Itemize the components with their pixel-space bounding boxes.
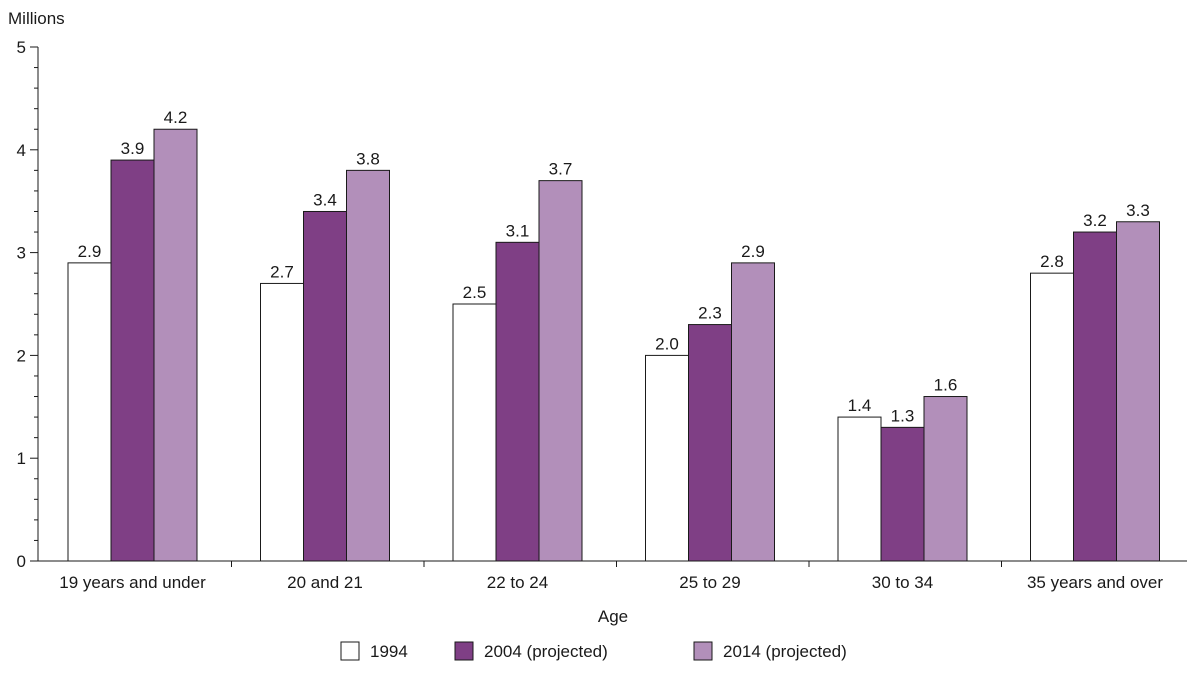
data-label: 3.8 xyxy=(356,149,380,168)
x-axis-title: Age xyxy=(598,607,628,626)
data-label: 2.7 xyxy=(270,262,294,281)
bars-group xyxy=(67,128,1160,562)
data-label: 1.4 xyxy=(848,396,872,415)
data-label: 3.1 xyxy=(506,221,530,240)
data-label: 2.9 xyxy=(741,242,765,261)
bar-2004-projected xyxy=(110,159,155,562)
legend-item: 2004 (projected) xyxy=(454,641,608,661)
bar-2004-projected xyxy=(495,241,540,562)
bar-2014-projected xyxy=(923,396,968,562)
category-label: 19 years and under xyxy=(59,573,206,592)
data-label: 2.5 xyxy=(463,283,487,302)
legend-swatch xyxy=(340,641,360,661)
x-axis xyxy=(30,560,1187,567)
bar-1994 xyxy=(645,354,689,562)
bar-2004-projected xyxy=(880,426,925,562)
category-labels-group: 19 years and under 20 and 21 22 to 24 25 to… xyxy=(59,573,1163,592)
data-label: 2.9 xyxy=(78,242,102,261)
category-label: 22 to 24 xyxy=(487,573,548,592)
y-tick-label: 3 xyxy=(17,244,26,263)
data-label: 2.8 xyxy=(1040,252,1064,271)
bar-1994 xyxy=(67,262,112,562)
data-label: 3.9 xyxy=(121,139,145,158)
legend: 1994 2004 (projected) 2014 (projected) xyxy=(340,641,847,661)
y-axis-title: Millions xyxy=(8,9,65,28)
legend-label: 2014 (projected) xyxy=(723,642,847,661)
bar-2004-projected xyxy=(688,324,732,562)
legend-label: 2004 (projected) xyxy=(484,642,608,661)
category-label: 30 to 34 xyxy=(872,573,933,592)
data-label: 2.3 xyxy=(698,304,722,323)
bar-1994 xyxy=(452,303,497,562)
bar-2004-projected xyxy=(1073,231,1117,562)
category-label: 35 years and over xyxy=(1027,573,1163,592)
data-label: 1.6 xyxy=(934,376,958,395)
y-tick-label: 4 xyxy=(17,141,26,160)
category-label: 20 and 21 xyxy=(287,573,363,592)
legend-item: 1994 xyxy=(340,641,408,661)
y-tick-label: 1 xyxy=(17,449,26,468)
y-tick-label: 2 xyxy=(17,346,26,365)
data-label: 4.2 xyxy=(164,108,188,127)
data-label: 1.3 xyxy=(891,406,915,425)
bar-1994 xyxy=(1030,272,1074,562)
legend-swatch xyxy=(693,641,713,661)
bar-2004-projected xyxy=(303,210,347,562)
bar-2014-projected xyxy=(731,262,775,562)
legend-item: 2014 (projected) xyxy=(693,641,847,661)
bar-2014-projected xyxy=(538,180,583,562)
bar-2014-projected xyxy=(1116,221,1160,562)
bar-2014-projected xyxy=(153,128,198,562)
data-label: 2.0 xyxy=(655,334,679,353)
data-label: 3.4 xyxy=(313,190,337,209)
data-labels-group: 2.9 3.9 4.2 2.7 3.4 3.8 2.5 3.1 3.7 2.0 2.3 2.9 1.4 1… xyxy=(78,108,1150,425)
category-label: 25 to 29 xyxy=(679,573,740,592)
legend-label: 1994 xyxy=(370,642,408,661)
bar-1994 xyxy=(260,282,304,562)
y-tick-label: 0 xyxy=(17,552,26,571)
data-label: 3.3 xyxy=(1126,201,1150,220)
y-axis: 0 1 2 3 4 5 xyxy=(17,38,39,571)
legend-swatch xyxy=(454,641,474,661)
data-label: 3.2 xyxy=(1083,211,1107,230)
bar-1994 xyxy=(837,416,882,562)
data-label: 3.7 xyxy=(549,160,573,179)
y-tick-label: 5 xyxy=(17,38,26,57)
bar-2014-projected xyxy=(346,169,390,562)
